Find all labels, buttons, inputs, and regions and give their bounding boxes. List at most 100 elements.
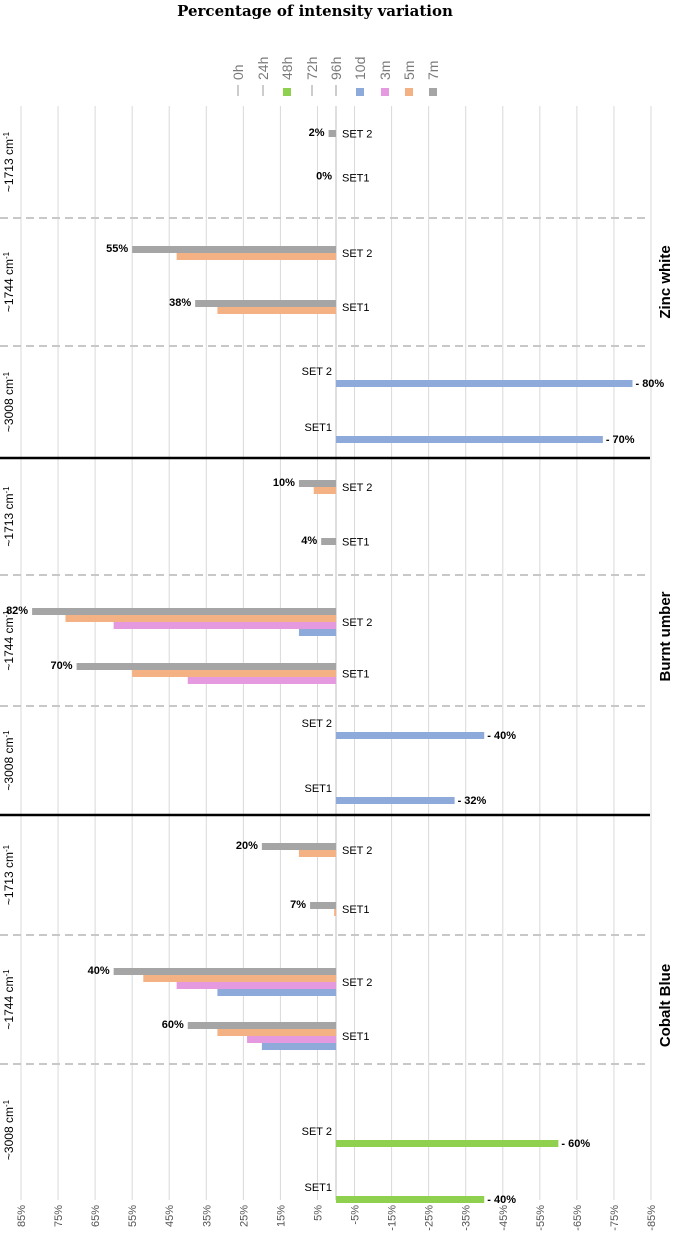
legend-swatch-3m	[381, 88, 389, 96]
set-label: SET 2	[302, 718, 332, 730]
value-label: - 60%	[561, 1138, 590, 1150]
value-label: - 40%	[487, 730, 516, 742]
set-label: SET1	[342, 302, 370, 314]
x-tick-label: -85%	[646, 1205, 658, 1231]
gridlines	[20, 106, 652, 1200]
bar-5m	[217, 307, 336, 314]
legend-swatch-5m	[405, 88, 413, 96]
bar-7m	[261, 843, 336, 850]
wavenumber-label: ~1713 cm-1	[2, 844, 16, 905]
set-label: SET 2	[342, 248, 372, 260]
set-label: SET 2	[342, 617, 372, 629]
bar-10d	[217, 989, 336, 996]
x-tick-label: -55%	[535, 1205, 547, 1231]
legend-label-10d: 10d	[352, 57, 368, 80]
bar-7m	[328, 130, 336, 137]
bar-5m	[143, 975, 336, 982]
bar-10d	[336, 732, 485, 739]
band-separators	[0, 217, 650, 1065]
legend-swatch-48h	[283, 88, 291, 96]
x-tick-label: -15%	[387, 1205, 399, 1231]
bar-7m	[132, 246, 336, 253]
x-tick-label: 55%	[127, 1205, 139, 1227]
set-label: SET 2	[342, 482, 372, 494]
x-tick-label: 35%	[201, 1205, 213, 1227]
set-label: SET1	[342, 669, 370, 681]
legend-label-3m: 3m	[377, 61, 393, 80]
value-label: 0%	[316, 171, 332, 183]
value-label: 70%	[51, 660, 73, 672]
value-label: 4%	[301, 535, 317, 547]
value-label: - 40%	[487, 1194, 516, 1206]
value-label: - 80%	[635, 378, 664, 390]
bar-7m	[32, 608, 336, 615]
x-tick-label: -5%	[350, 1205, 362, 1225]
value-label: 7%	[290, 899, 306, 911]
bar-5m	[217, 1029, 336, 1036]
value-label: 2%	[309, 127, 325, 139]
legend-label-48h: 48h	[279, 57, 295, 80]
bar-7m	[321, 538, 336, 545]
x-axis-ticks: 85% 75% 65% 55% 45% 35% 25% 15% 5% -5% -15% -25% -35…	[16, 1205, 658, 1231]
value-label: - 32%	[458, 795, 487, 807]
wavenumber-label: ~1713 cm-1	[2, 486, 16, 547]
value-label: 40%	[88, 965, 110, 977]
x-tick-label: 5%	[312, 1205, 324, 1221]
bar-5m	[334, 909, 336, 916]
legend: 0h 24h 48h 72h 96h 10d 3m 5m 7m	[230, 57, 441, 96]
x-tick-label: -35%	[461, 1205, 473, 1231]
x-tick-label: 65%	[90, 1205, 102, 1227]
set-label: SET 2	[342, 129, 372, 141]
legend-label-24h: 24h	[255, 57, 271, 80]
bar-7m	[310, 902, 336, 909]
bar-10d	[298, 629, 336, 636]
x-tick-label: 45%	[164, 1205, 176, 1227]
bar-10d	[336, 436, 603, 443]
bar-48h	[336, 1140, 559, 1147]
bars	[32, 130, 633, 1203]
x-tick-label: -65%	[572, 1205, 584, 1231]
pigment-label: Zinc white	[657, 245, 674, 318]
bar-3m	[176, 982, 336, 989]
bar-3m	[187, 677, 336, 684]
value-label: 20%	[236, 840, 258, 852]
set-label: SET1	[304, 1182, 332, 1194]
set-label: SET1	[342, 173, 370, 185]
legend-label-96h: 96h	[328, 57, 344, 80]
value-label: 55%	[106, 243, 128, 255]
bar-3m	[113, 622, 336, 629]
x-tick-label: -45%	[498, 1205, 510, 1231]
bar-7m	[298, 480, 336, 487]
legend-swatch-7m	[429, 88, 437, 96]
set-label: SET1	[304, 422, 332, 434]
bar-5m	[132, 670, 336, 677]
bar-7m	[195, 300, 336, 307]
bar-3m	[247, 1036, 336, 1043]
bar-10d	[336, 380, 633, 387]
value-label: 10%	[273, 477, 295, 489]
bar-48h	[336, 1196, 485, 1203]
set-label: SET1	[342, 537, 370, 549]
set-label: SET 2	[342, 845, 372, 857]
bar-5m	[298, 850, 336, 857]
set-label: SET 2	[342, 977, 372, 989]
set-label: SET1	[342, 1031, 370, 1043]
set-label: SET1	[304, 783, 332, 795]
value-label: 60%	[162, 1019, 184, 1031]
x-tick-label: 15%	[275, 1205, 287, 1227]
value-label: 82%	[6, 605, 28, 617]
set-label: SET 2	[302, 1126, 332, 1138]
pigment-label: Burnt umber	[657, 591, 674, 681]
bar-5m	[313, 487, 336, 494]
wavenumber-label: ~3008 cm-1	[2, 371, 16, 432]
bar-7m	[76, 663, 336, 670]
legend-swatch-10d	[356, 88, 364, 96]
bar-10d	[336, 797, 455, 804]
wavenumber-label: ~3008 cm-1	[2, 730, 16, 791]
legend-label-7m: 7m	[425, 61, 441, 80]
x-tick-label: 75%	[53, 1205, 65, 1227]
bar-labels: Zinc white ~1713 cm-1 SET 2 2% SET1 0% ~1744 c…	[2, 127, 674, 1206]
value-label: - 70%	[606, 434, 635, 446]
set-label: SET 2	[302, 366, 332, 378]
wavenumber-label: ~3008 cm-1	[2, 1099, 16, 1160]
